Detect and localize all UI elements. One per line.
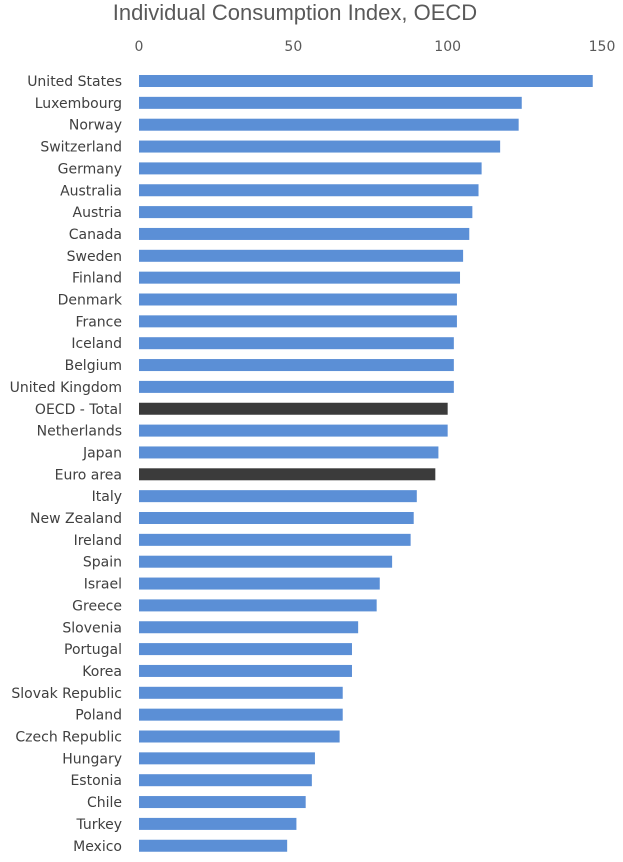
bar: [139, 227, 470, 240]
category-label: Belgium: [65, 358, 122, 374]
bar: [139, 206, 473, 219]
bar: [139, 533, 411, 546]
bar: [139, 839, 288, 852]
bar: [139, 664, 352, 677]
bar: [139, 337, 454, 350]
x-tick-label: 0: [135, 39, 144, 55]
category-label: New Zealand: [30, 511, 122, 527]
category-label: Netherlands: [37, 424, 122, 440]
category-label: Hungary: [62, 751, 122, 767]
bar: [139, 271, 461, 284]
bar: [139, 162, 482, 175]
category-label: Canada: [69, 227, 122, 243]
bar: [139, 293, 457, 306]
bar: [139, 380, 454, 393]
category-label: Portugal: [64, 642, 122, 658]
category-label: OECD - Total: [35, 402, 122, 418]
bar: [139, 184, 479, 197]
category-label: Chile: [87, 795, 122, 811]
category-label: Japan: [82, 445, 122, 461]
bar: [139, 512, 414, 524]
category-label: Czech Republic: [15, 730, 122, 746]
bar-highlighted: [139, 468, 436, 481]
category-label: United Kingdom: [10, 380, 122, 396]
bar: [139, 730, 340, 743]
bar: [139, 359, 454, 372]
bar: [139, 774, 312, 787]
bar: [139, 490, 417, 503]
category-label: Ireland: [74, 533, 122, 549]
bar: [139, 708, 343, 721]
chart-title: Individual Consumption Index, OECD: [112, 0, 478, 25]
category-label: France: [75, 314, 122, 330]
bars: [139, 75, 593, 852]
category-label: Turkey: [75, 817, 122, 833]
category-label: Finland: [72, 271, 122, 287]
bar: [139, 96, 522, 109]
bar: [139, 643, 352, 656]
category-label: Australia: [60, 183, 122, 199]
x-tick-label: 150: [589, 39, 616, 55]
category-label: Austria: [73, 205, 122, 221]
bar: [139, 752, 315, 765]
category-label: Estonia: [70, 773, 122, 789]
category-label: Italy: [92, 489, 122, 505]
bar: [139, 577, 380, 590]
category-label: Israel: [84, 577, 122, 593]
category-label: Iceland: [71, 336, 122, 352]
category-label: Korea: [82, 664, 122, 680]
category-label: Greece: [72, 598, 122, 614]
bar: [139, 599, 377, 612]
x-tick-label: 100: [434, 39, 461, 55]
category-label: Germany: [58, 161, 122, 177]
category-label: Switzerland: [40, 140, 122, 156]
category-label: Sweden: [67, 249, 122, 265]
x-axis-ticks: 0 50 100 150: [135, 39, 616, 55]
bar: [139, 446, 439, 459]
bar: [139, 555, 393, 568]
bar: [139, 621, 359, 634]
bar: [139, 140, 501, 153]
x-tick-label: 50: [284, 39, 302, 55]
category-label: United States: [27, 74, 122, 90]
bar: [139, 315, 457, 328]
bar: [139, 75, 593, 87]
category-labels: United States Luxembourg Norway Switzerland…: [10, 74, 123, 855]
category-label: Luxembourg: [35, 96, 122, 112]
bar: [139, 686, 343, 699]
bar: [139, 424, 448, 437]
category-label: Slovak Republic: [11, 686, 122, 702]
bar: [139, 249, 464, 262]
bar-highlighted: [139, 402, 448, 415]
category-label: Poland: [75, 708, 122, 724]
bar: [139, 817, 297, 830]
category-label: Mexico: [73, 839, 122, 855]
category-label: Denmark: [58, 293, 123, 309]
category-label: Spain: [83, 555, 122, 571]
category-label: Norway: [69, 118, 122, 134]
bar: [139, 796, 306, 809]
category-label: Slovenia: [62, 620, 122, 636]
bar: [139, 118, 519, 131]
category-label: Euro area: [55, 467, 122, 483]
